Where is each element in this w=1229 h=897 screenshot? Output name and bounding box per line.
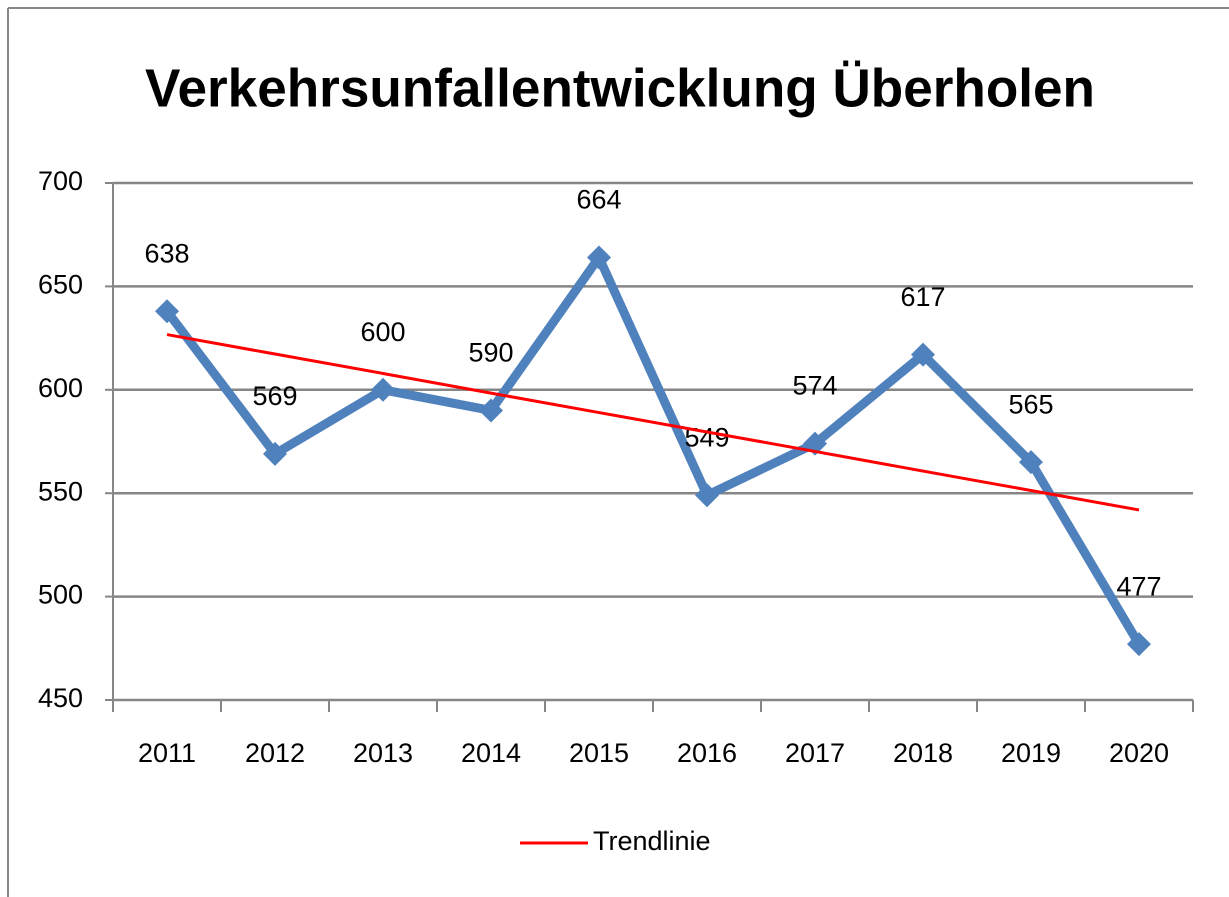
y-tick-label: 600 [38, 373, 83, 403]
marker [1127, 632, 1151, 657]
legend-label: Trendlinie [593, 826, 711, 856]
data-line [163, 252, 1143, 647]
data-label: 600 [360, 317, 405, 347]
x-tick-label: 2020 [1109, 738, 1169, 768]
marker [479, 398, 503, 423]
y-tick-label: 500 [38, 580, 83, 610]
data-label: 549 [684, 422, 729, 452]
x-tick-label: 2013 [353, 738, 413, 768]
y-tick-label: 650 [38, 270, 83, 300]
x-tick-label: 2019 [1001, 738, 1061, 768]
x-tick-label: 2015 [569, 738, 629, 768]
x-tick-label: 2016 [677, 738, 737, 768]
marker [911, 342, 935, 367]
data-label: 664 [576, 185, 621, 215]
chart-title: Verkehrsunfallentwicklung Überholen [145, 58, 1095, 118]
y-tick-label: 450 [38, 683, 83, 713]
data-label: 617 [900, 282, 945, 312]
data-label: 638 [144, 238, 189, 268]
marker [263, 441, 287, 466]
data-label: 574 [792, 371, 837, 401]
x-tick-label: 2011 [138, 738, 196, 768]
marker [587, 245, 611, 270]
data-label: 477 [1116, 571, 1161, 601]
data-label: 565 [1008, 389, 1053, 419]
y-tick-label: 550 [38, 476, 83, 506]
trend-line [166, 333, 1140, 512]
x-tick-label: 2018 [893, 738, 953, 768]
x-tick-label: 2014 [461, 738, 521, 768]
marker [371, 377, 395, 402]
x-tick-label: 2017 [785, 738, 845, 768]
marker [155, 299, 179, 324]
marker [695, 483, 719, 508]
data-label: 590 [468, 338, 513, 368]
data-label: 569 [252, 381, 297, 411]
marker [1019, 450, 1043, 475]
y-tick-label: 700 [38, 166, 83, 196]
x-tick-label: 2012 [245, 738, 305, 768]
